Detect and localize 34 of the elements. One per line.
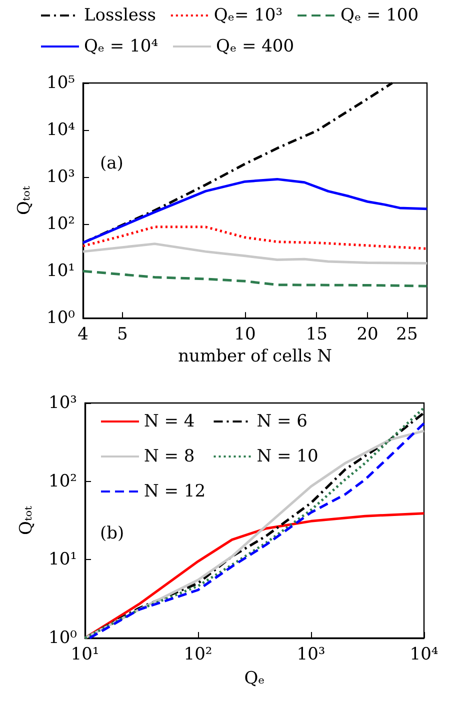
y-tick-label: 10³ — [48, 393, 77, 413]
x-tick-label: 20 — [356, 324, 378, 345]
legend-label: Qₑ = 400 — [216, 36, 294, 56]
x-tick-label: 25 — [396, 324, 418, 345]
x-tick-label: 5 — [117, 324, 128, 345]
y-axis-title: Qₜₒₜ — [14, 185, 34, 215]
y-tick-label: 10² — [46, 214, 75, 234]
x-tick-label: 10² — [184, 644, 212, 664]
y-tick-label: 10² — [48, 471, 77, 492]
legend-label: Lossless — [84, 6, 156, 26]
y-tick-label: 10⁰ — [46, 308, 76, 328]
x-tick-label: 4 — [78, 324, 88, 345]
y-tick-label: 10⁵ — [46, 73, 76, 93]
y-tick-label: 10¹ — [48, 550, 77, 570]
legend-label: Qₑ= 10³ — [214, 6, 283, 26]
y-tick-label: 10¹ — [46, 261, 75, 282]
y-tick-label: 10⁴ — [46, 120, 76, 140]
x-axis-title: number of cells N — [178, 346, 332, 366]
x-tick-label: 10³ — [296, 644, 326, 664]
x-tick-label: 15 — [306, 324, 328, 345]
legend-label: N = 4 — [144, 412, 195, 432]
x-axis-title: Qₑ — [244, 668, 265, 688]
legend-label: N = 10 — [256, 446, 318, 466]
annotation: (a) — [100, 154, 124, 174]
x-tick-label: 10⁴ — [410, 644, 438, 664]
legend-label: Qₑ = 10⁴ — [84, 36, 158, 56]
legend-label: N = 6 — [256, 412, 308, 432]
legend-label: N = 12 — [144, 482, 206, 502]
annotation: (b) — [100, 524, 124, 544]
legend-label: N = 8 — [144, 446, 195, 466]
y-axis-title: Qₜₒₜ — [16, 505, 36, 535]
x-tick-label: 10 — [234, 324, 256, 345]
y-tick-label: 10³ — [46, 167, 75, 188]
legend-label: Qₑ = 100 — [340, 6, 419, 26]
